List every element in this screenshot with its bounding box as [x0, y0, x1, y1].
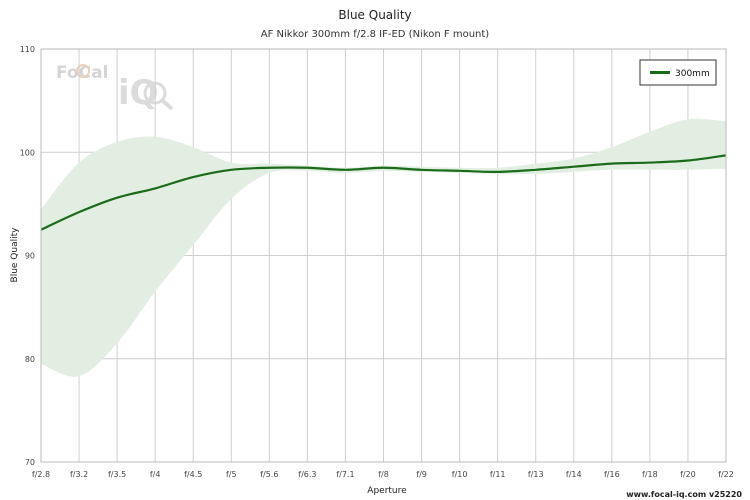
x-tick-label: f/4: [150, 470, 161, 479]
x-tick-label: f/3.2: [70, 470, 88, 479]
x-tick-label: f/3.5: [108, 470, 126, 479]
y-tick-label: 90: [25, 252, 35, 261]
x-tick-label: f/16: [604, 470, 620, 479]
y-axis-ticks: 70 80 90 100 110: [20, 45, 35, 467]
x-tick-label: f/14: [566, 470, 582, 479]
x-tick-label: f/5.6: [260, 470, 278, 479]
y-tick-label: 100: [20, 148, 35, 157]
plot-border: [40, 48, 727, 463]
x-axis-label: Aperture: [367, 486, 407, 496]
legend: 300mm: [639, 59, 717, 86]
x-tick-label: f/20: [680, 470, 696, 479]
x-tick-label: f/4.5: [184, 470, 202, 479]
x-tick-label: f/2.8: [32, 470, 50, 479]
x-tick-label: f/5: [226, 470, 237, 479]
logo-text-iq: iQ: [118, 73, 159, 113]
x-tick-label: f/7.1: [336, 470, 354, 479]
y-tick-label: 80: [25, 355, 35, 364]
y-tick-label: 110: [20, 45, 35, 54]
x-tick-label: f/10: [452, 470, 468, 479]
x-tick-label: f/13: [528, 470, 544, 479]
x-tick-label: f/18: [642, 470, 658, 479]
x-tick-label: f/22: [718, 470, 734, 479]
x-tick-label: f/9: [416, 470, 427, 479]
x-tick-label: f/8: [378, 470, 389, 479]
legend-label: 300mm: [675, 69, 710, 79]
y-axis-label: Blue Quality: [10, 227, 20, 283]
range-band: [41, 118, 726, 377]
x-tick-label: f/11: [490, 470, 506, 479]
series-line-300mm: [40, 154, 727, 231]
y-tick-label: 70: [25, 458, 35, 467]
focal-iq-logo: FoCal iQ: [56, 63, 174, 113]
x-axis-ticks: f/2.8 f/3.2 f/3.5 f/4 f/4.5 f/5 f/5.6 f/6.3 f/7.…: [32, 470, 734, 479]
x-tick-label: f/6.3: [298, 470, 316, 479]
logo-ring-icon: [76, 64, 90, 78]
chart-title: Blue Quality: [338, 8, 411, 22]
logo-text-focal: FoCal: [56, 63, 108, 83]
chart-subtitle: AF Nikkor 300mm f/2.8 IF-ED (Nikon F mou…: [261, 29, 490, 40]
footer-watermark: www.focal-iq.com v25220: [626, 490, 742, 499]
logo-magnifier-handle: [160, 98, 174, 111]
